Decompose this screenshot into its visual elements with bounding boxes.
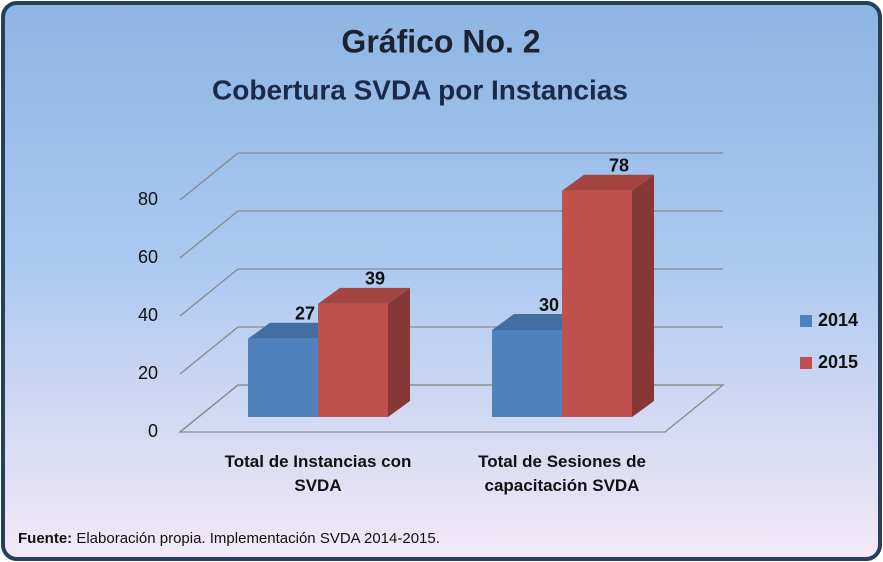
bar-face [562, 174, 654, 191]
legend-label: 2014 [818, 310, 858, 330]
y-tick-label: 0 [148, 421, 158, 441]
bar-face [492, 330, 562, 417]
bar-face [562, 190, 632, 417]
y-tick-label: 80 [138, 189, 158, 209]
bar-face [492, 314, 584, 330]
y-tick-label: 20 [138, 363, 158, 383]
y-tick-label: 60 [138, 247, 158, 267]
data-label: 78 [609, 156, 629, 176]
bar-face [388, 287, 410, 417]
bar [318, 287, 410, 417]
data-label: 39 [365, 269, 385, 289]
grid-line [179, 326, 239, 375]
grid-line [179, 384, 239, 433]
bar-face [318, 303, 388, 417]
grid-line [179, 268, 239, 317]
bar-face [632, 174, 654, 417]
bar-face [248, 338, 318, 417]
x-tick-label: Total de Instancias con SVDA [224, 452, 412, 495]
x-tick-label: Total de Sesiones de capacitación SVDA [478, 452, 646, 495]
grid-line [179, 152, 239, 201]
source-note: Fuente: Elaboración propia. Implementaci… [18, 530, 440, 547]
data-label: 27 [295, 303, 315, 323]
bar-face [318, 287, 410, 304]
bar-face [248, 322, 340, 339]
legend-swatch [800, 357, 812, 369]
chart-subtitle: Cobertura SVDA por Instancias [212, 74, 628, 105]
legend-swatch [800, 315, 812, 327]
data-label: 30 [539, 295, 559, 315]
source-label: Fuente: [18, 530, 73, 547]
y-tick-label: 40 [138, 305, 158, 325]
legend-label: 2015 [818, 352, 858, 372]
source-text: Elaboración propia. Implementación SVDA … [76, 530, 440, 547]
grid-line [179, 210, 239, 259]
bar [562, 174, 654, 417]
chart-title: Gráfico No. 2 [341, 23, 540, 59]
